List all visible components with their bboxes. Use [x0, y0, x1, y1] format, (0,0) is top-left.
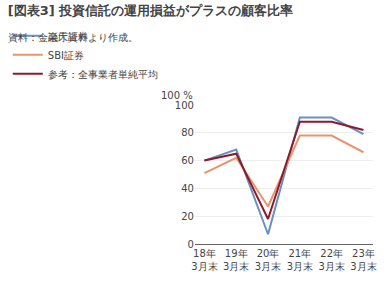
- svg-text:資料：金融庁資料より作成。: 資料：金融庁資料より作成。: [8, 32, 138, 43]
- svg-text:参考：全事業者単純平均: 参考：全事業者単純平均: [48, 69, 158, 80]
- svg-text:100 %: 100 %: [161, 90, 193, 101]
- svg-text:100: 100: [175, 100, 194, 111]
- svg-text:40: 40: [181, 183, 194, 194]
- svg-text:80: 80: [181, 127, 194, 138]
- svg-text:20: 20: [181, 211, 194, 222]
- svg-text:21年3月末: 21年3月末: [287, 248, 313, 272]
- svg-text:60: 60: [181, 155, 194, 166]
- svg-text:SBI証券: SBI証券: [48, 50, 84, 61]
- svg-text:20年3月末: 20年3月末: [255, 248, 281, 272]
- svg-text:18年3月末: 18年3月末: [191, 248, 217, 272]
- svg-text:22年3月末: 22年3月末: [318, 248, 344, 272]
- svg-text:[図表3] 投資信託の運用損益がプラスの顧客比率: [図表3] 投資信託の運用損益がプラスの顧客比率: [8, 3, 293, 18]
- svg-text:23年3月末: 23年3月末: [350, 248, 376, 272]
- svg-text:楽天証券: 楽天証券: [48, 31, 88, 42]
- svg-text:19年3月末: 19年3月末: [223, 248, 249, 272]
- svg-text:0: 0: [187, 239, 193, 250]
